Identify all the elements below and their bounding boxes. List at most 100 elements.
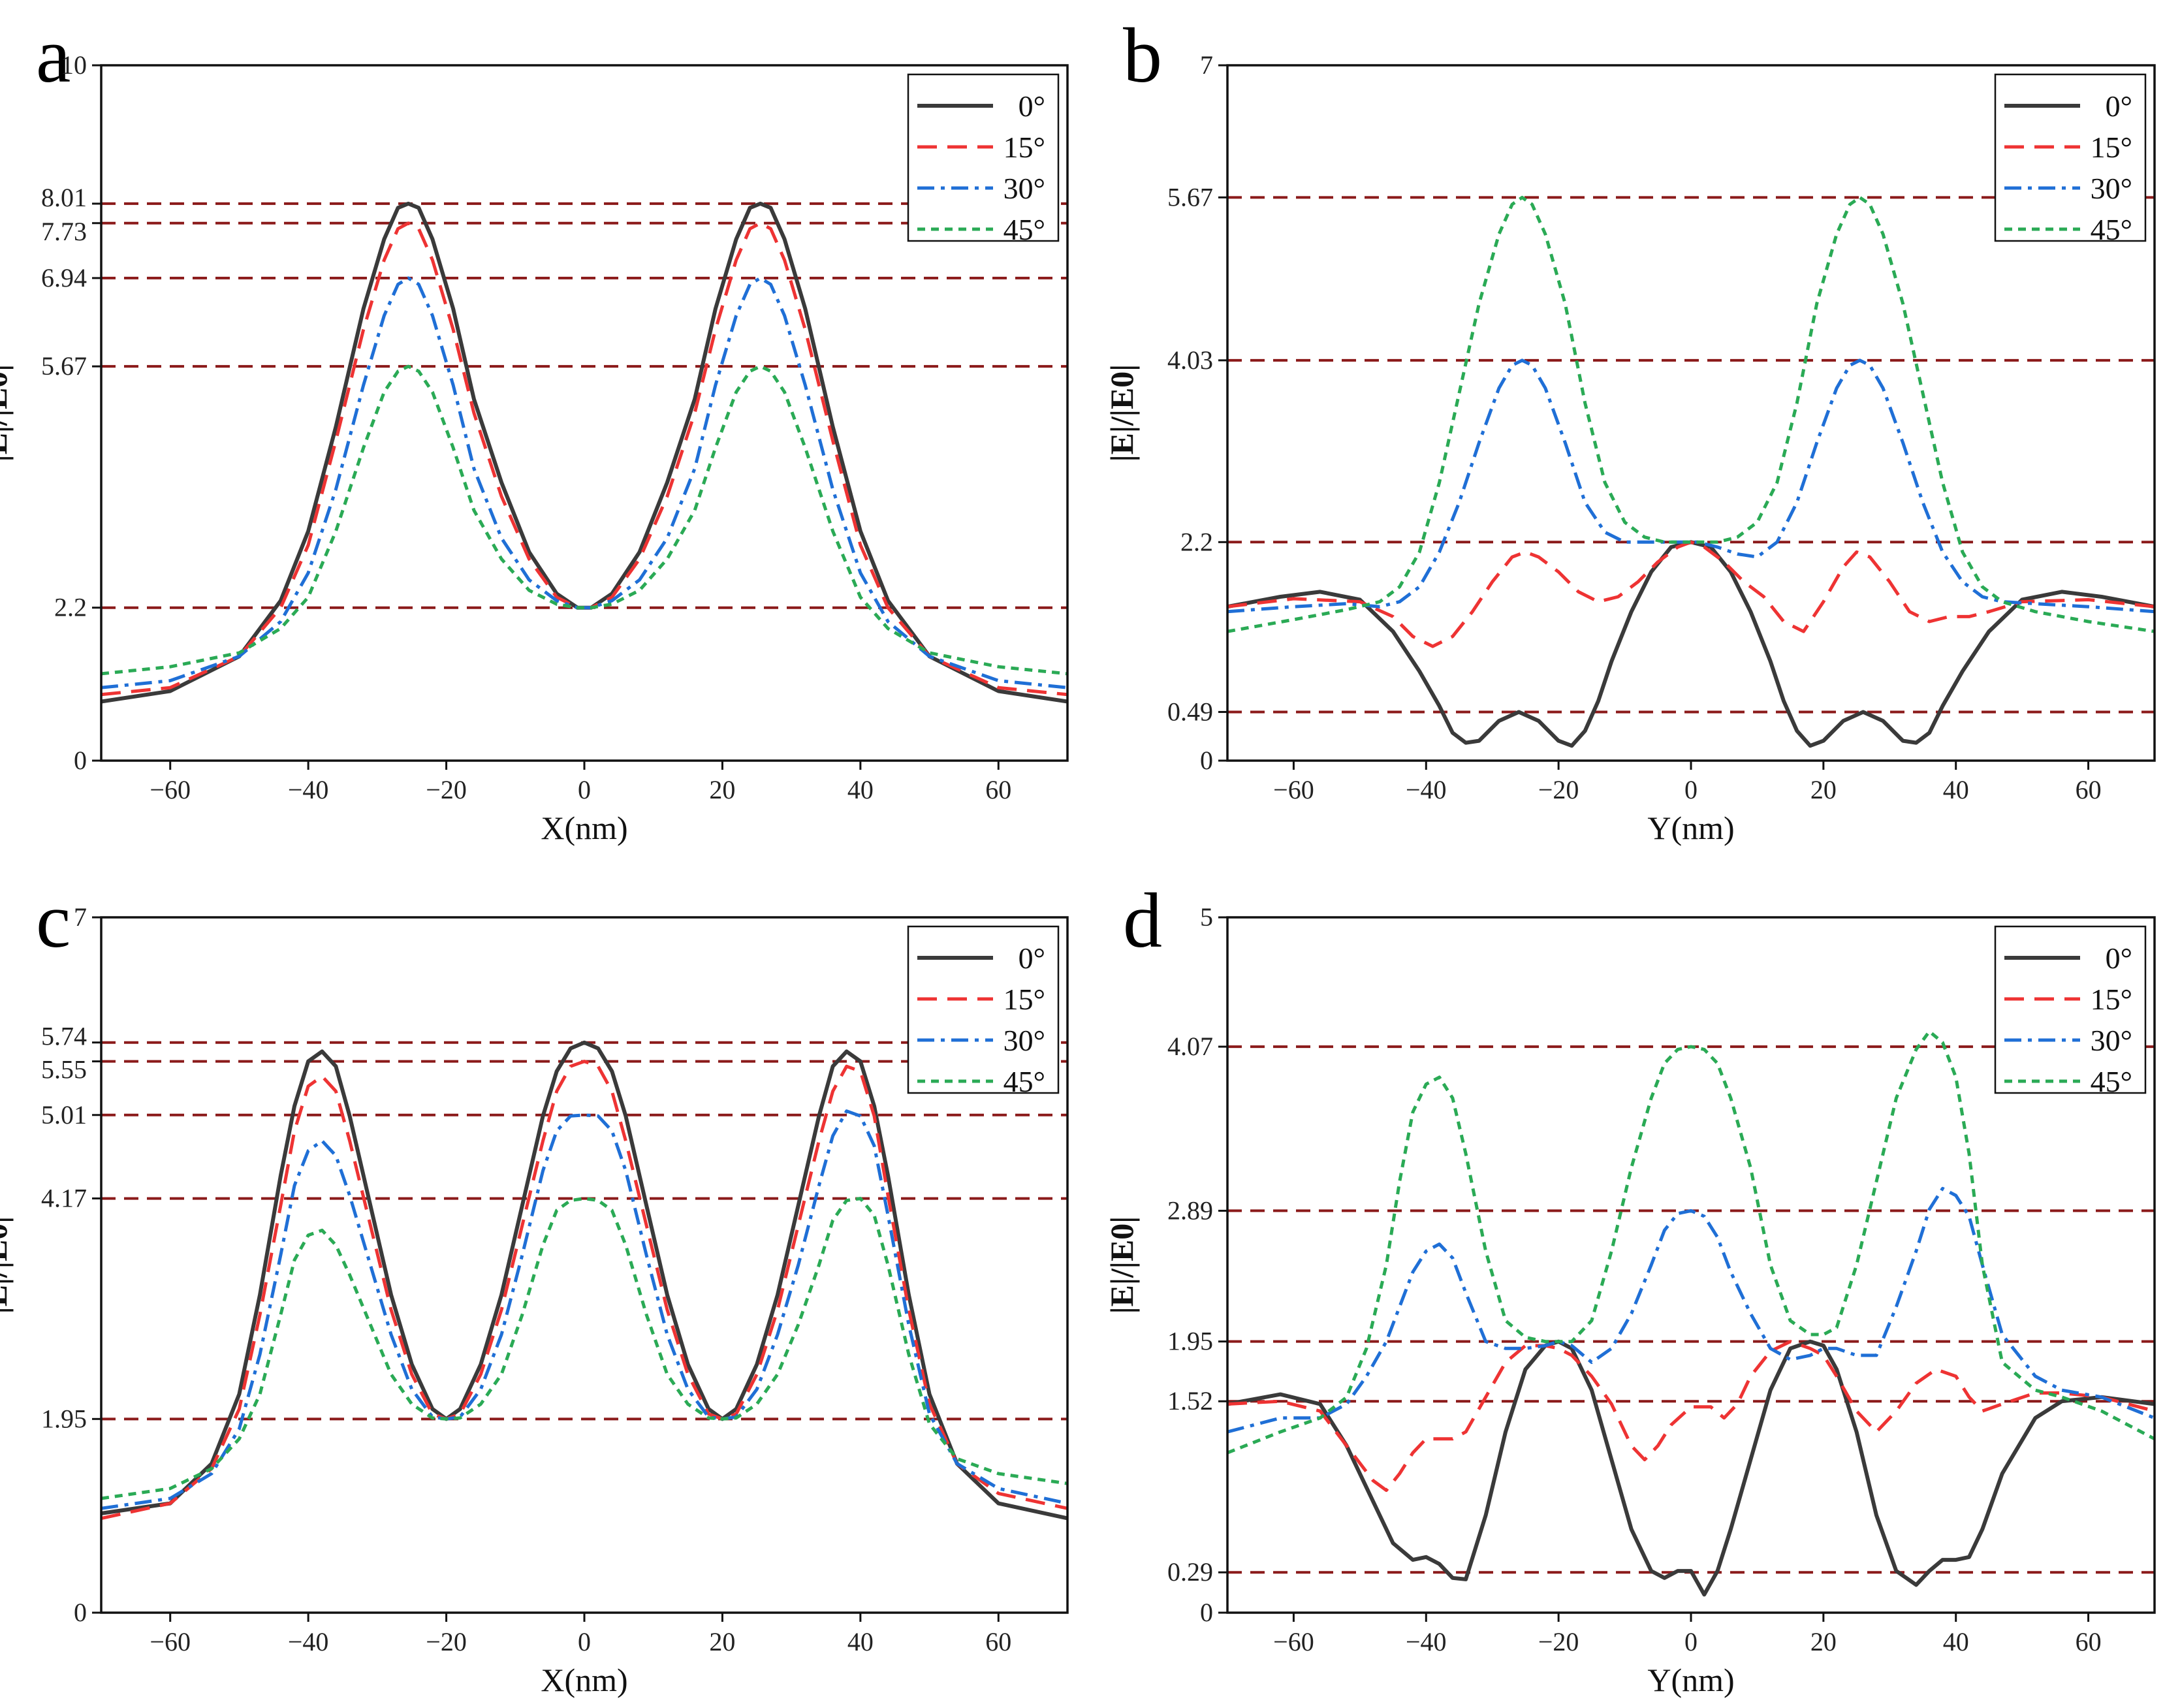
legend-label-45deg: 45° (1003, 213, 1045, 246)
y-tick-label: 7 (74, 902, 87, 932)
legend-box (1994, 73, 2147, 242)
series-line-0deg (101, 1040, 1067, 1521)
y-axis-title: |E|/|E0| (1103, 1216, 1140, 1314)
panel-c: c −60 −40 −20 0 20 40 60 0 1.95 4.17 5.01 5.55 5.74 7 X… (0, 877, 1069, 1698)
x-axis-title: X(nm) (541, 810, 627, 846)
x-tick-label: 0 (1684, 775, 1698, 804)
y-tick-label: 8.01 (41, 183, 87, 212)
y-axis-title: |E|/|E0| (1103, 364, 1140, 462)
series-line-0deg (1227, 1339, 2155, 1597)
legend: 0° 15° 30° 45° (907, 73, 1060, 246)
x-tick-label: 20 (709, 775, 735, 804)
legend-label-0deg: 0° (1019, 941, 1045, 975)
x-tick-label: 20 (1810, 1627, 1837, 1656)
y-tick-label: 1.95 (41, 1404, 87, 1433)
y-tick-label: 1.95 (1167, 1327, 1213, 1356)
y-tick-label: 4.03 (1167, 345, 1213, 375)
x-tick-label: 20 (709, 1627, 735, 1656)
y-tick-label: 2.2 (1180, 527, 1213, 556)
legend-box (907, 73, 1060, 242)
x-axis-title: Y(nm) (1647, 1662, 1734, 1698)
series-line-45deg (101, 364, 1067, 676)
y-tick-label: 5.67 (1167, 182, 1213, 212)
y-tick-label: 4.07 (1167, 1032, 1213, 1061)
x-tick-label: 40 (1943, 1627, 1969, 1656)
y-tick-label: 0.49 (1167, 697, 1213, 726)
x-tick-label: 0 (578, 1627, 591, 1656)
x-tick-label: 60 (985, 1627, 1011, 1656)
x-tick-label: −20 (1538, 1627, 1579, 1656)
series-line-30deg (101, 276, 1067, 689)
x-tick-label: −20 (426, 1627, 467, 1656)
panel-b: b −60 −40 −20 0 20 40 60 0 0.49 2.2 4.03 5.67 7 Y(nm) |… (1103, 12, 2156, 846)
x-tick-label: 20 (1810, 775, 1837, 804)
series-line-45deg (1227, 1030, 2155, 1455)
x-tick-label: 40 (847, 1627, 874, 1656)
series-group (101, 201, 1067, 704)
series-line-45deg (1227, 195, 2155, 633)
legend-label-15deg: 15° (2091, 983, 2132, 1016)
x-tick-label: 60 (985, 775, 1011, 804)
y-tick-label: 5.55 (41, 1055, 87, 1084)
series-line-30deg (101, 1109, 1067, 1510)
series-line-15deg (101, 1060, 1067, 1520)
y-tick-label: 2.89 (1167, 1195, 1213, 1225)
y-tick-label: 7 (1200, 50, 1213, 80)
y-tick-label: 1.52 (1167, 1386, 1213, 1415)
series-line-15deg (101, 221, 1067, 697)
x-tick-label: 60 (2076, 1627, 2102, 1656)
x-tick-label: −40 (1406, 1627, 1447, 1656)
legend-label-30deg: 30° (2091, 1024, 2132, 1057)
x-tick-label: −40 (1406, 775, 1447, 804)
x-tick-label: −40 (288, 1627, 329, 1656)
x-tick-label: −40 (288, 775, 329, 804)
legend-label-30deg: 30° (2091, 172, 2132, 205)
series-line-0deg (1227, 540, 2155, 748)
y-axis-title: |E|/|E0| (0, 364, 14, 462)
legend-label-0deg: 0° (1019, 89, 1045, 123)
y-tick-label: 0 (1200, 1598, 1213, 1627)
y-tick-label: 4.17 (41, 1184, 87, 1213)
y-tick-label: 0 (74, 1598, 87, 1627)
series-group (101, 1040, 1067, 1521)
panel-letter: a (36, 12, 71, 99)
x-tick-label: 60 (2076, 775, 2102, 804)
legend-label-30deg: 30° (1003, 172, 1045, 205)
y-tick-label: 0 (74, 746, 87, 775)
legend-label-15deg: 15° (1003, 131, 1045, 164)
y-tick-label: 2.2 (54, 593, 87, 622)
y-tick-label: 5.01 (41, 1100, 87, 1130)
y-tick-label: 5.74 (41, 1022, 87, 1051)
x-axis-title: Y(nm) (1647, 810, 1734, 846)
legend-label-45deg: 45° (2091, 1065, 2132, 1098)
legend-label-15deg: 15° (1003, 983, 1045, 1016)
x-tick-label: −60 (150, 1627, 191, 1656)
series-line-15deg (1227, 540, 2155, 648)
legend: 0° 15° 30° 45° (907, 925, 1060, 1098)
legend-label-30deg: 30° (1003, 1024, 1045, 1057)
y-tick-label: 7.73 (41, 217, 87, 246)
y-tick-label: 6.94 (41, 263, 87, 293)
x-tick-label: 0 (1684, 1627, 1698, 1656)
x-tick-label: −20 (1538, 775, 1579, 804)
panel-letter: b (1123, 12, 1162, 99)
legend-label-45deg: 45° (2091, 213, 2132, 246)
panel-a: a −60 −40 −20 0 20 40 60 0 2.2 5.67 6.94 7.73 8.01 10 X… (0, 12, 1069, 846)
series-line-45deg (101, 1197, 1067, 1500)
x-tick-label: 40 (1943, 775, 1969, 804)
y-tick-label: 0 (1200, 746, 1213, 775)
panel-d: d −60 −40 −20 0 20 40 60 0 0.29 1.52 1.95 2.89 4.07 5 Y… (1103, 877, 2156, 1698)
series-line-30deg (1227, 358, 2155, 614)
series-group (1227, 1030, 2155, 1597)
x-tick-label: −60 (1273, 775, 1314, 804)
legend-box (1994, 925, 2147, 1094)
x-tick-label: 40 (847, 775, 874, 804)
y-tick-label: 5 (1200, 902, 1213, 932)
y-tick-label: 0.29 (1167, 1557, 1213, 1587)
x-tick-label: −60 (150, 775, 191, 804)
x-tick-label: −20 (426, 775, 467, 804)
x-tick-label: 0 (578, 775, 591, 804)
legend: 0° 15° 30° 45° (1994, 73, 2147, 246)
series-group (1227, 195, 2155, 748)
